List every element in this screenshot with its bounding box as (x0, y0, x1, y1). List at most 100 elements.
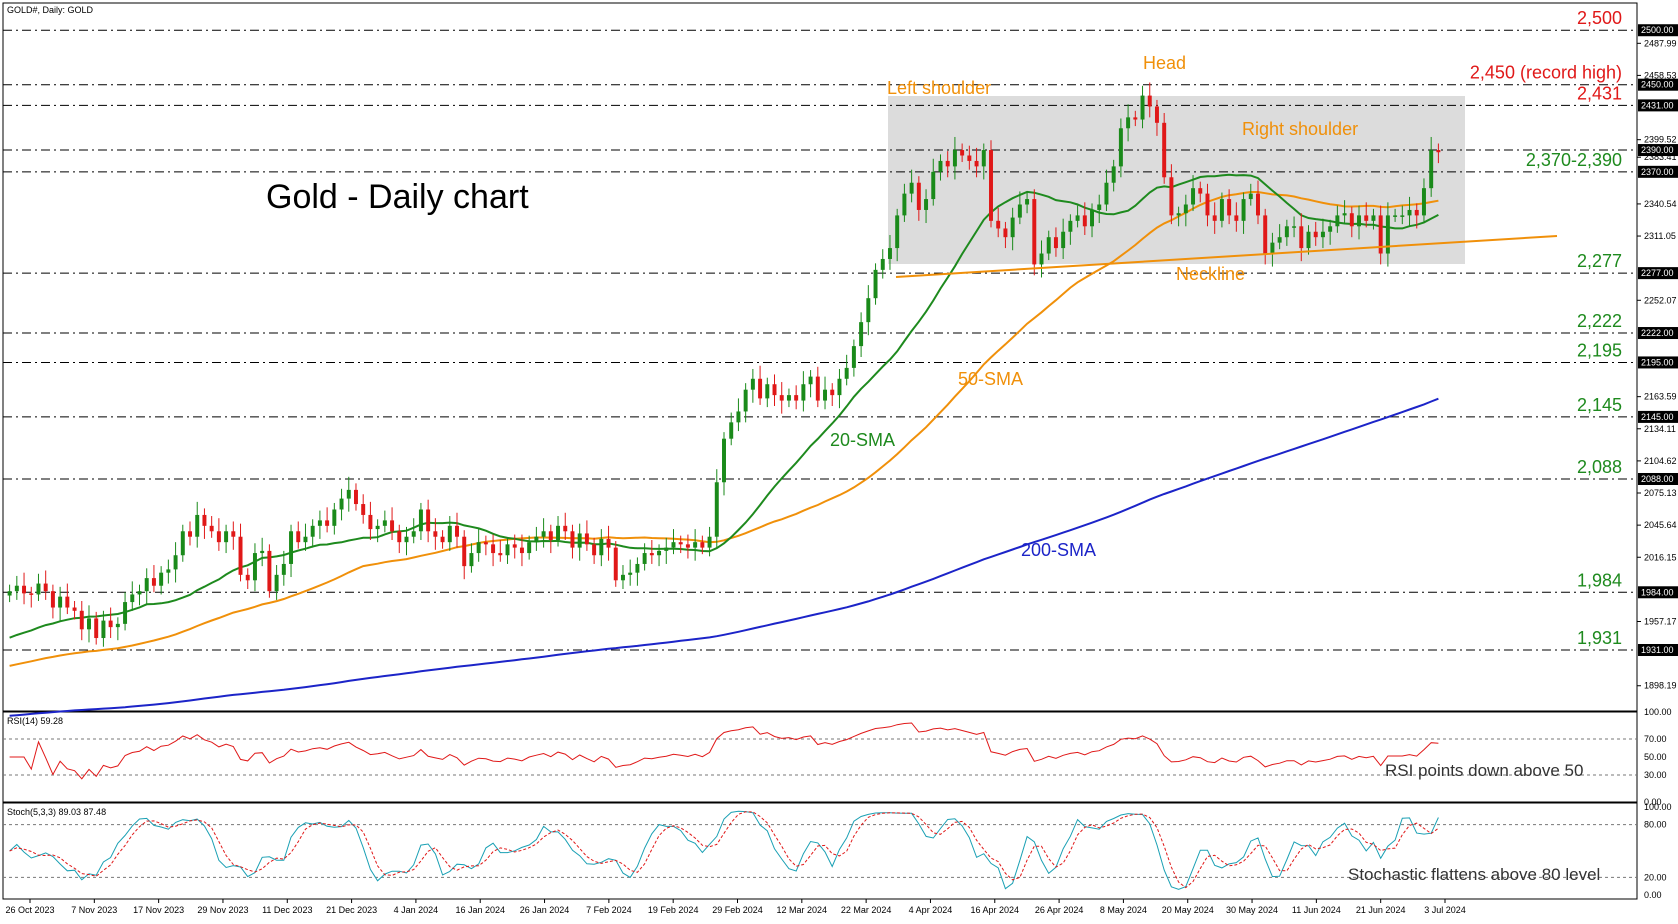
candle-body-105 (765, 384, 770, 399)
candle-body-109 (794, 395, 799, 401)
rsi-indicator: 100.00 70.00 50.00 30.00 0.00 (3, 707, 1672, 807)
candle-body-151 (1097, 204, 1102, 210)
price-tag-box-10 (1638, 586, 1678, 599)
candle-body-49 (361, 504, 366, 515)
price-tag-6: 2222.00 (1641, 328, 1674, 338)
candle-body-8 (65, 596, 70, 608)
candle-body-57 (418, 509, 423, 532)
candle-body-51 (375, 525, 380, 530)
candle-body-158 (1147, 95, 1152, 107)
price-tag-box-3 (1638, 144, 1678, 157)
candle-body-37 (274, 574, 279, 592)
candle-body-146 (1061, 231, 1066, 249)
candle-body-161 (1169, 177, 1174, 216)
price-tick-label-2: 2399.52 (1644, 135, 1677, 145)
candle-body-128 (931, 171, 936, 200)
candle-body-170 (1234, 215, 1239, 221)
candle-body-89 (649, 553, 654, 556)
candle-body-81 (592, 544, 597, 556)
candle-body-120 (873, 269, 878, 299)
candle-body-3 (29, 593, 34, 595)
candle-body-185 (1342, 213, 1347, 216)
candle-body-66 (483, 542, 488, 545)
candle-body-168 (1219, 199, 1224, 221)
candle-body-152 (1104, 182, 1109, 205)
candle-body-131 (952, 150, 957, 167)
rsi-panel-label: RSI(14) 59.28 (7, 716, 63, 726)
candle-body-166 (1205, 193, 1210, 216)
candle-body-63 (462, 536, 467, 567)
candle-body-55 (404, 536, 409, 543)
rsi-tick-0: 100.00 (1644, 707, 1672, 717)
candle-body-46 (339, 498, 344, 510)
level-label-8: 2,145 (1577, 395, 1622, 415)
rsi-tick-3: 30.00 (1644, 770, 1667, 780)
candle-body-188 (1364, 215, 1369, 221)
level-label-2: 2,431 (1577, 83, 1622, 103)
candle-body-25 (188, 531, 192, 537)
candle-body-72 (527, 542, 532, 554)
price-tag-5: 2277.00 (1641, 268, 1674, 278)
candle-body-123 (895, 215, 900, 249)
price-tag-1: 2450.00 (1641, 80, 1674, 90)
price-tick-label-8: 2134.11 (1644, 424, 1676, 434)
candle-body-58 (426, 509, 431, 532)
candle-body-79 (577, 533, 582, 548)
candle-body-99 (722, 438, 726, 483)
candle-body-103 (750, 378, 755, 390)
candle-body-167 (1212, 215, 1217, 221)
price-tick-label-4: 2340.54 (1644, 199, 1677, 209)
date-tick-label-14: 4 Apr 2024 (909, 905, 953, 915)
stoch-panel-label: Stoch(5,3,3) 89.03 87.48 (7, 807, 106, 817)
date-tick-label-13: 22 Mar 2024 (841, 905, 892, 915)
price-tag-box-6 (1638, 327, 1678, 340)
price-tick-label-5: 2311.05 (1644, 231, 1676, 241)
candle-body-30 (224, 531, 229, 543)
candle-body-127 (924, 199, 929, 210)
candle-body-145 (1053, 237, 1058, 249)
level-label-6: 2,222 (1577, 311, 1622, 331)
candle-body-192 (1393, 215, 1398, 217)
candle-body-175 (1270, 242, 1275, 254)
candle-body-5 (43, 583, 48, 592)
candle-body-68 (498, 553, 503, 556)
candle-body-195 (1414, 209, 1419, 216)
candle-body-134 (974, 160, 979, 167)
price-tag-8: 2145.00 (1641, 412, 1674, 422)
candle-body-20 (151, 578, 156, 586)
stoch-signal-line (9, 811, 1439, 889)
price-axis: 2487.99 2458.53 2399.52 2383.41 2340.54 2311.… (1637, 24, 1678, 691)
date-axis: 26 Oct 2023 7 Nov 2023 17 Nov 2023 29 Nov 2… (5, 899, 1466, 915)
sma20-line (9, 173, 1439, 639)
date-tick-label-15: 16 Apr 2024 (970, 905, 1019, 915)
candle-body-59 (433, 531, 438, 537)
candle-body-18 (137, 591, 142, 595)
price-tag-4: 2370.00 (1641, 167, 1674, 177)
price-tag-box-1 (1638, 78, 1678, 91)
candle-body-62 (455, 525, 459, 537)
candle-body-26 (195, 514, 200, 537)
candle-body-13 (101, 620, 106, 639)
candle-body-165 (1198, 188, 1203, 194)
candle-body-191 (1385, 215, 1390, 254)
level-label-5: 2,277 (1577, 251, 1622, 271)
candle-body-32 (238, 536, 243, 575)
price-tick-label-6: 2252.07 (1644, 295, 1677, 305)
stoch-tick-0: 100.00 (1644, 802, 1672, 812)
candle-body-12 (94, 618, 99, 639)
candle-body-54 (397, 531, 402, 543)
candle-body-28 (209, 525, 214, 532)
candle-body-169 (1227, 199, 1232, 216)
candle-body-196 (1421, 188, 1426, 216)
price-tag-box-9 (1638, 472, 1678, 485)
candle-body-129 (938, 160, 943, 172)
price-tick-label-7: 2163.59 (1644, 392, 1677, 402)
stochastic-indicator: 100.00 80.00 20.00 0.00 (3, 802, 1672, 900)
candle-body-118 (859, 322, 864, 347)
candle-body-47 (346, 489, 351, 499)
candle-body-126 (916, 182, 921, 210)
moving-averages (9, 173, 1439, 717)
price-tick-label-10: 2075.13 (1644, 488, 1677, 498)
candle-body-86 (628, 572, 633, 575)
